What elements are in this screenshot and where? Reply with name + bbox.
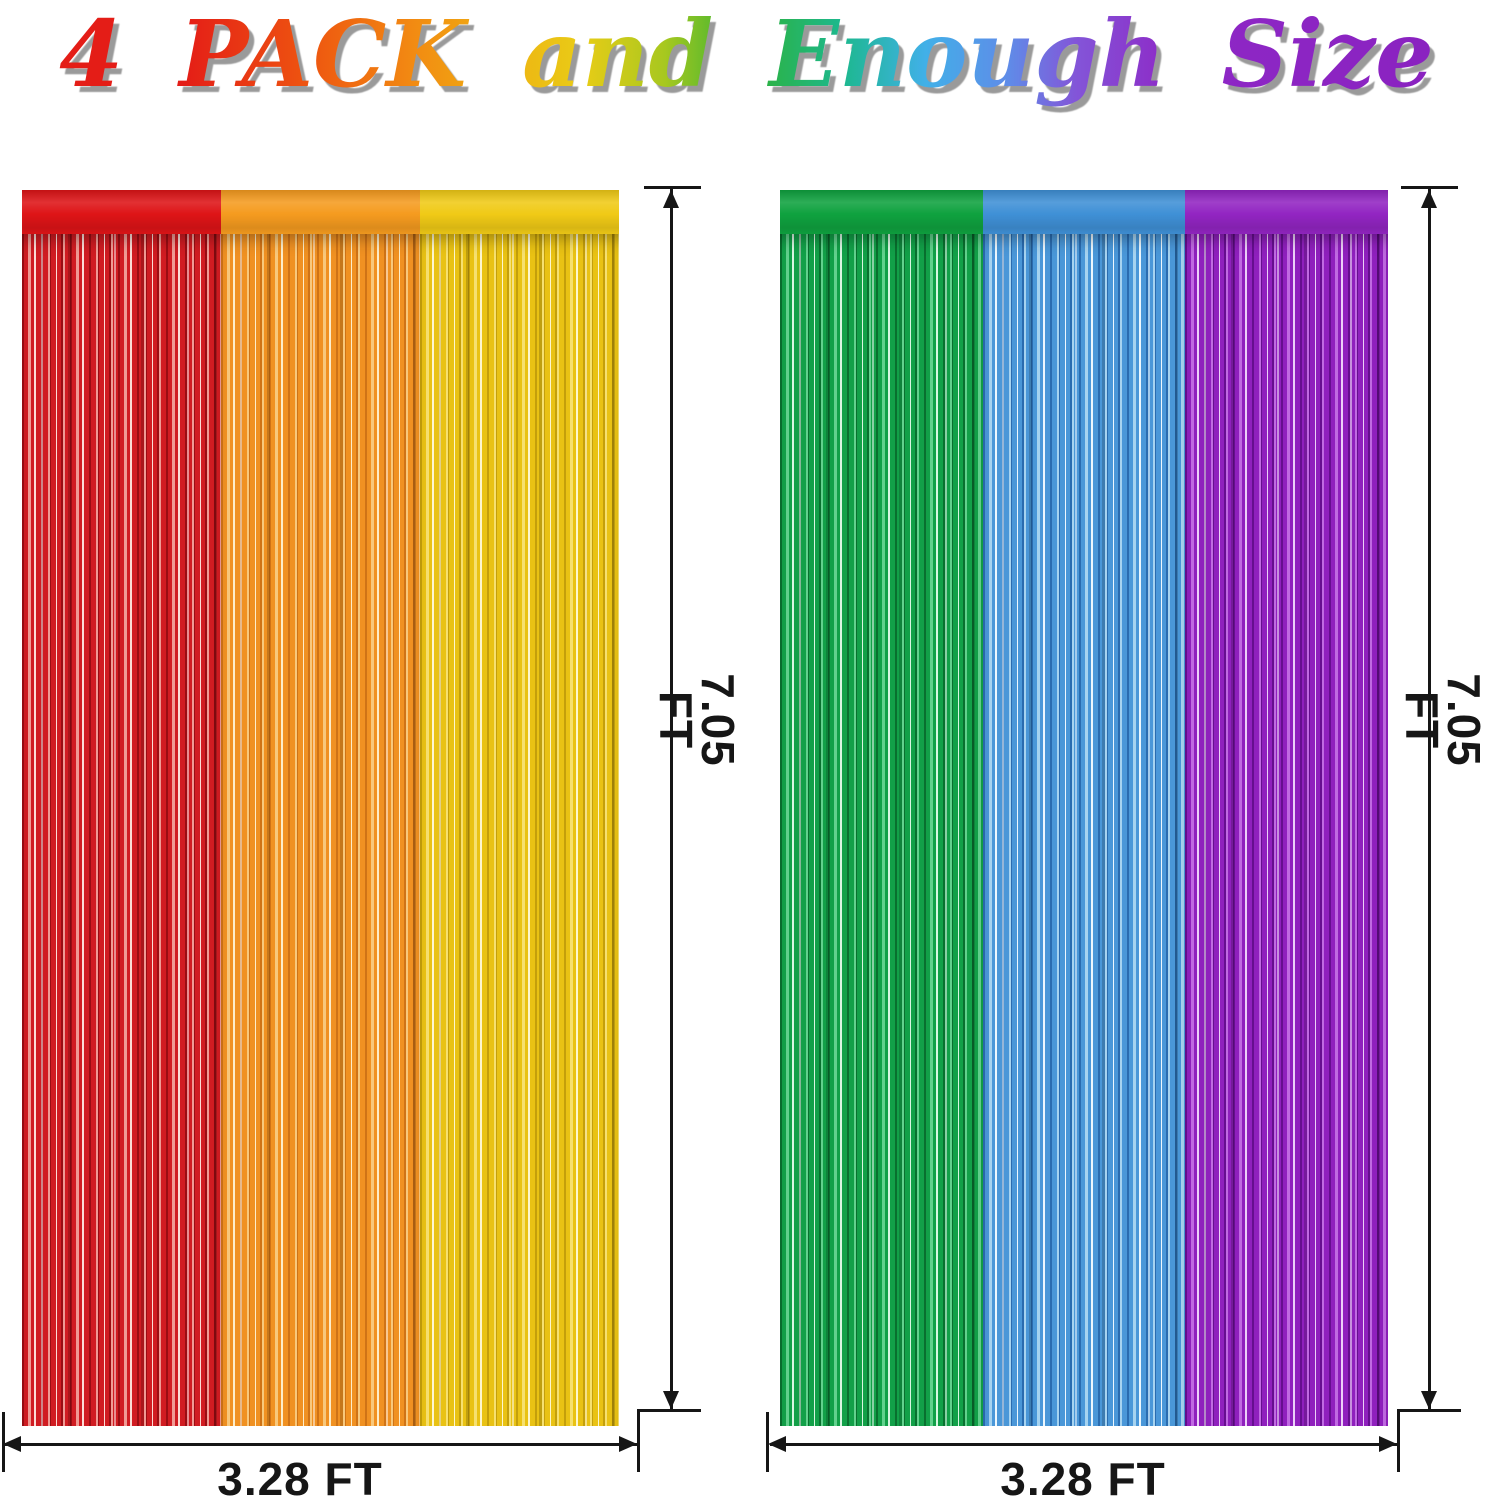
arrow-up-icon	[663, 190, 679, 208]
arrow-left-icon	[3, 1436, 21, 1452]
title-row: 4 PACK and Enough Size	[0, 0, 1493, 108]
dimension-line-vertical	[670, 188, 673, 1410]
panel-yellow	[420, 190, 619, 1426]
width-label-left: 3.28 FT	[217, 1453, 383, 1500]
dimension-tick-vertical	[2, 1412, 5, 1472]
dimension-cap-line	[1401, 186, 1458, 189]
panel-orange	[221, 190, 420, 1426]
curtain-right	[780, 190, 1389, 1426]
dimension-tick-vertical	[766, 1412, 769, 1472]
panel-green	[780, 190, 983, 1426]
foil-header-orange	[221, 190, 420, 234]
arrow-down-icon	[663, 1391, 679, 1409]
arrow-left-icon	[768, 1436, 786, 1452]
width-label-right: 3.28 FT	[1000, 1453, 1166, 1500]
height-label-left: 7.05 FT	[650, 673, 744, 767]
dimension-elbow-vertical	[637, 1409, 640, 1472]
panel-red	[22, 190, 221, 1426]
foil-fringe-yellow	[420, 234, 619, 1426]
foil-fringe-orange	[221, 234, 420, 1426]
panel-blue	[982, 190, 1186, 1426]
foil-header-purple	[1185, 190, 1389, 234]
foil-header-yellow	[420, 190, 619, 234]
arrow-right-icon	[619, 1436, 637, 1452]
dimension-line-vertical	[1428, 188, 1431, 1410]
dimension-line-horizontal	[5, 1443, 637, 1446]
dimension-cap-line	[644, 186, 701, 189]
arrow-right-icon	[1379, 1436, 1397, 1452]
curtain-left	[22, 190, 619, 1426]
page-title: 4 PACK and Enough Size	[59, 0, 1434, 108]
foil-fringe-blue	[982, 234, 1186, 1426]
foil-header-blue	[982, 190, 1186, 234]
dimension-elbow-vertical	[1397, 1409, 1400, 1472]
dimension-tick-horizontal	[1397, 1409, 1461, 1412]
arrow-up-icon	[1421, 190, 1437, 208]
foil-header-green	[780, 190, 983, 234]
dimension-line-horizontal	[770, 1443, 1397, 1446]
arrow-down-icon	[1421, 1391, 1437, 1409]
foil-fringe-red	[22, 234, 221, 1426]
height-label-right: 7.05 FT	[1396, 673, 1490, 767]
panel-purple	[1185, 190, 1389, 1426]
foil-header-red	[22, 190, 221, 234]
foil-fringe-green	[780, 234, 983, 1426]
dimension-tick-horizontal	[637, 1409, 701, 1412]
foil-fringe-purple	[1185, 234, 1389, 1426]
